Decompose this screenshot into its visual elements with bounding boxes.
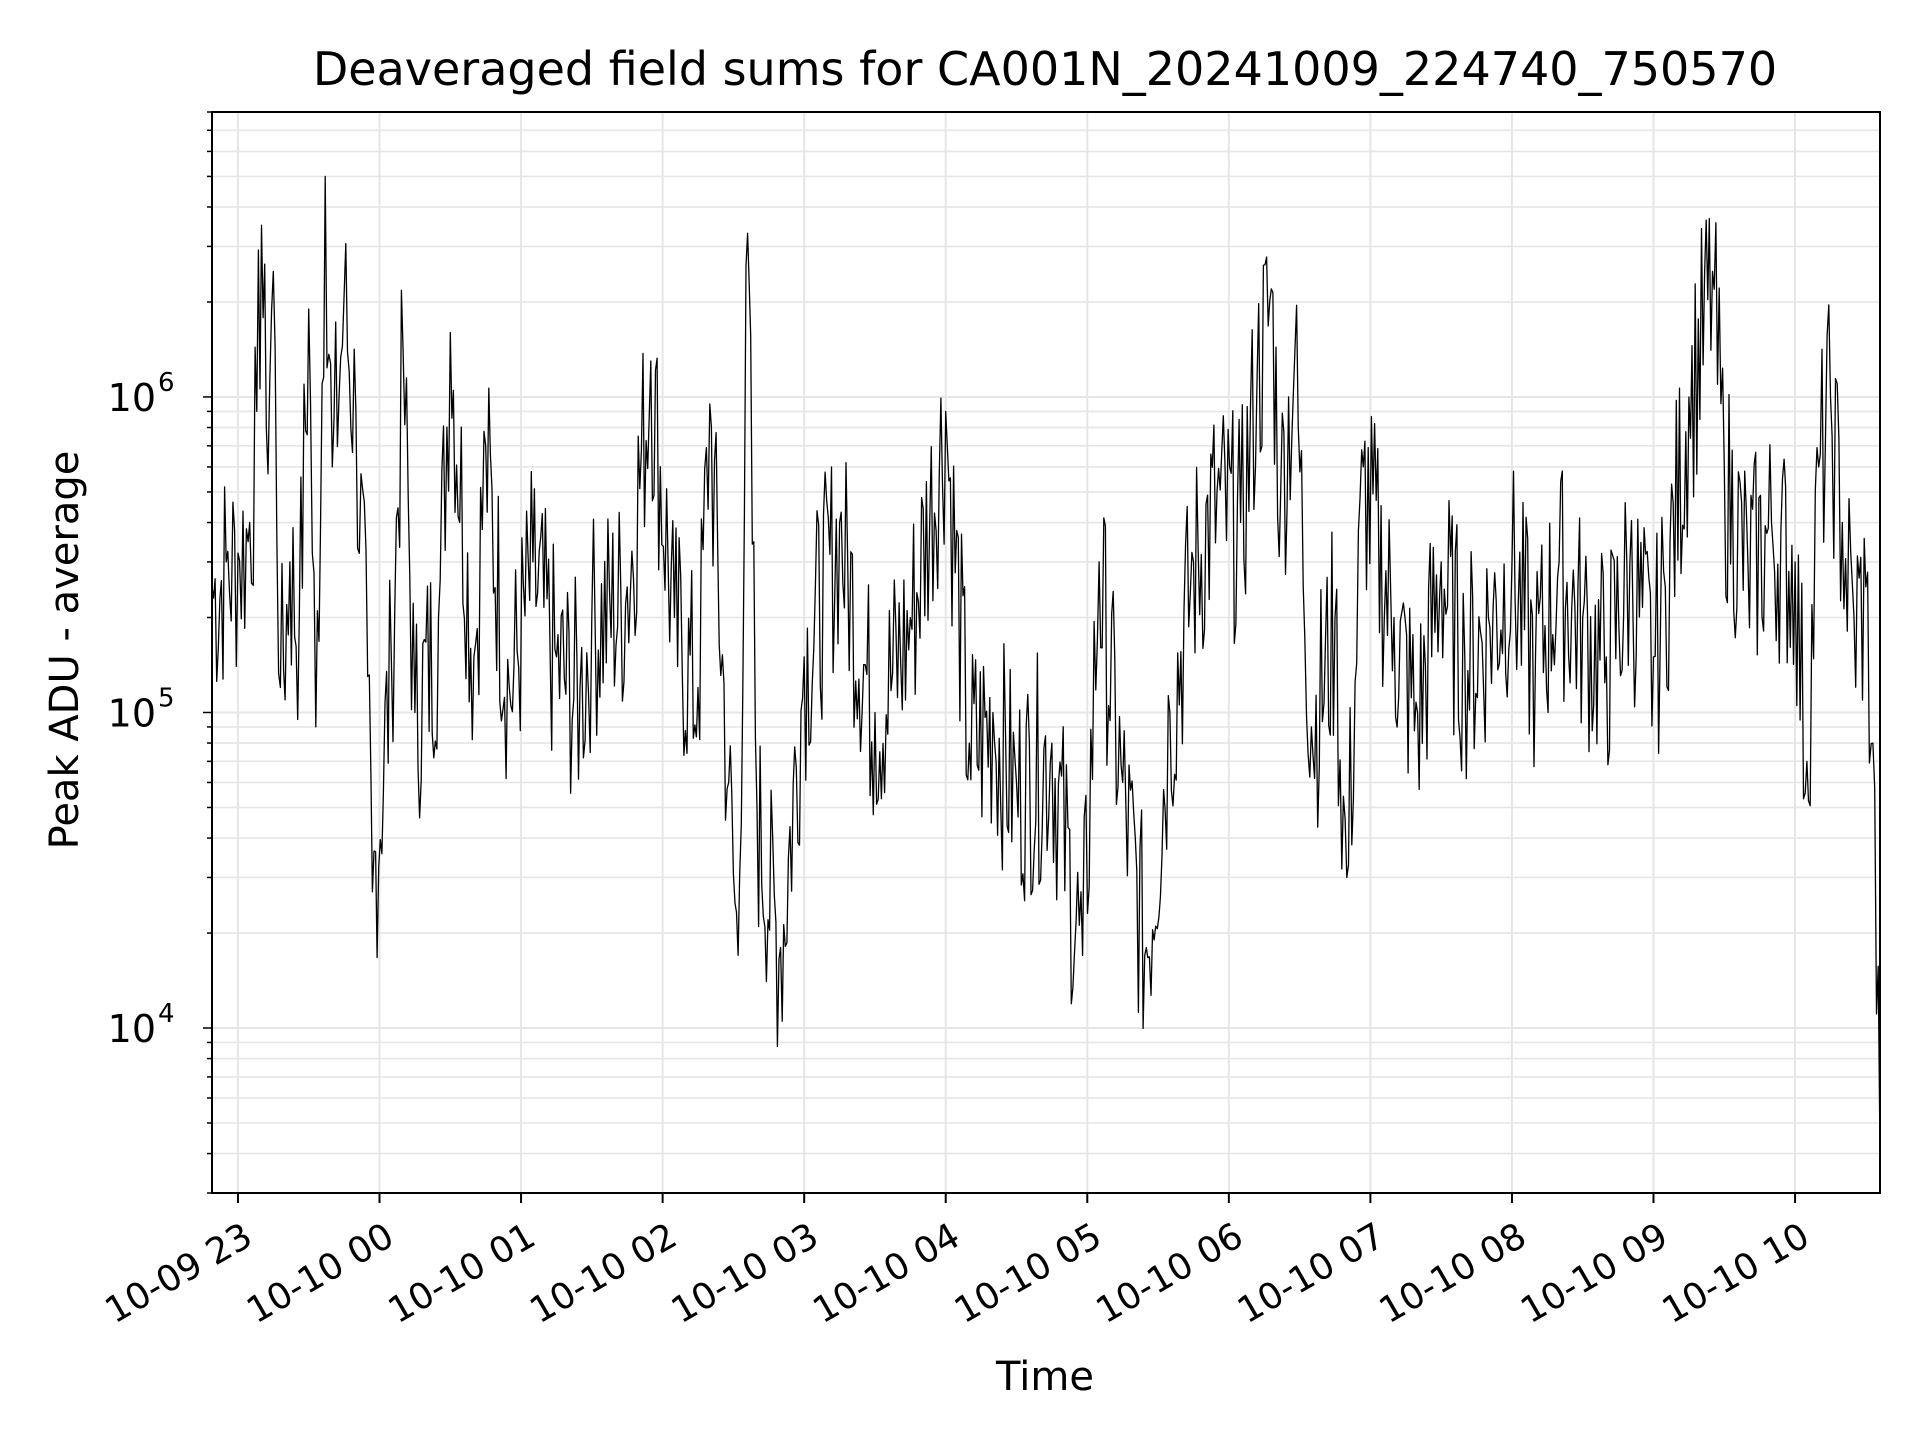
- y-axis-label: Peak ADU - average: [42, 451, 88, 850]
- x-axis-label: Time: [995, 1354, 1094, 1400]
- axes-frame: [211, 111, 1881, 1194]
- y-tick-label: 10: [108, 376, 156, 420]
- y-tick-label: 10: [108, 691, 156, 735]
- y-tick-exponent: 5: [158, 683, 175, 713]
- y-tick-exponent: 4: [158, 999, 175, 1029]
- chart-title: Deaveraged field sums for CA001N_2024100…: [313, 42, 1777, 96]
- series-line: [211, 175, 1881, 1154]
- y-tick-exponent: 6: [158, 368, 175, 398]
- y-tick-label: 10: [108, 1007, 156, 1051]
